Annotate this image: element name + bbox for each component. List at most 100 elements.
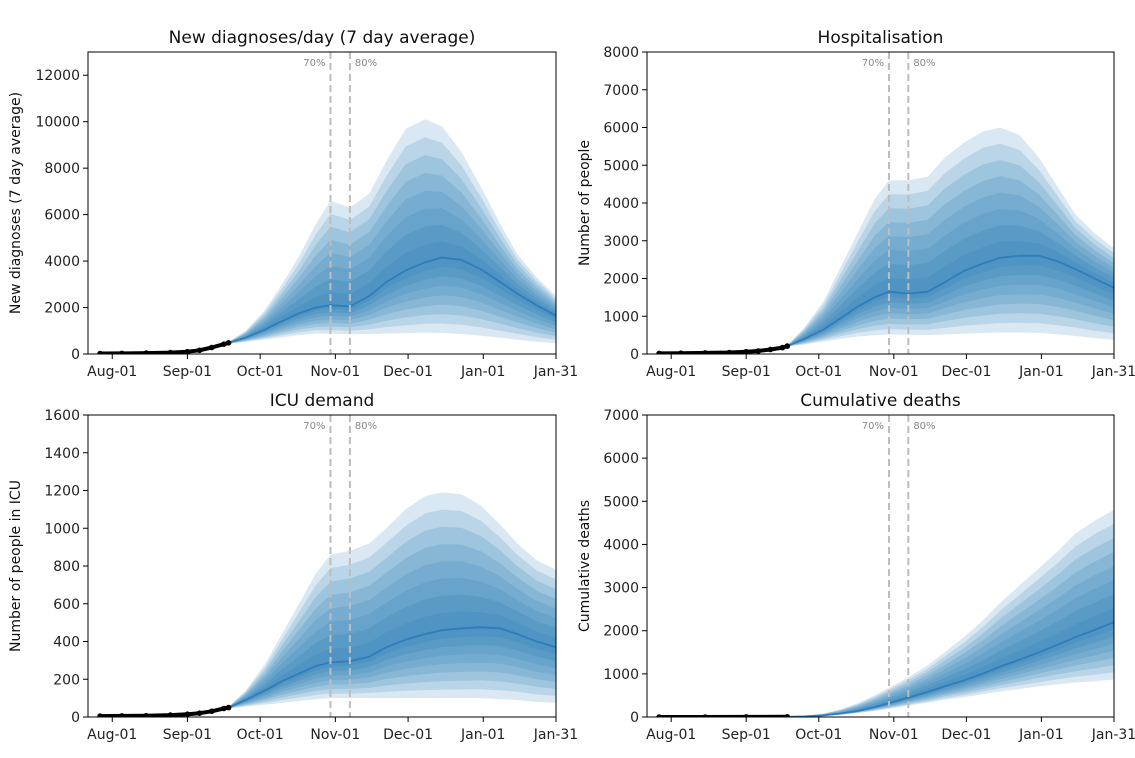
observed-point <box>784 714 791 717</box>
y-tick-label: 2000 <box>603 272 639 288</box>
observed-point <box>97 350 103 354</box>
x-tick-label: Sep-01 <box>163 364 212 380</box>
y-tick-label: 6000 <box>603 121 639 137</box>
x-tick-label: Oct-01 <box>795 727 842 743</box>
observed-point <box>208 708 215 715</box>
x-tick-label: Sep-01 <box>163 727 212 743</box>
y-tick-label: 0 <box>630 347 639 363</box>
x-tick-label: Jan-31 <box>1091 364 1135 380</box>
threshold-label: 80% <box>355 421 377 432</box>
y-tick-label: 2000 <box>44 301 80 317</box>
y-tick-label: 1000 <box>44 521 80 537</box>
threshold-label: 70% <box>303 421 325 432</box>
y-tick-label: 7000 <box>603 408 639 424</box>
x-tick-label: Sep-01 <box>722 364 771 380</box>
plot-area <box>656 509 1114 717</box>
uncertainty-band <box>787 127 1114 347</box>
plot-area <box>97 492 556 717</box>
y-tick-label: 200 <box>53 672 80 688</box>
y-axis-label: Number of people <box>577 140 593 266</box>
y-axis-label: Number of people in ICU <box>8 480 24 652</box>
x-tick-label: Aug-01 <box>87 727 137 743</box>
uncertainty-band <box>228 137 556 344</box>
observed-point <box>208 344 215 351</box>
x-tick-label: Aug-01 <box>646 364 696 380</box>
y-tick-label: 12000 <box>35 68 80 84</box>
y-tick-label: 5000 <box>603 494 639 510</box>
observed-point <box>779 344 786 351</box>
uncertainty-band <box>228 594 556 708</box>
x-tick-label: Dec-01 <box>941 364 991 380</box>
y-tick-label: 2000 <box>603 624 639 640</box>
observed-point <box>143 712 149 717</box>
observed-point <box>225 704 232 711</box>
y-tick-label: 0 <box>71 347 80 363</box>
x-tick-label: Jan-31 <box>533 364 578 380</box>
observed-point <box>726 349 733 354</box>
y-axis-label: Cumulative deaths <box>577 500 593 632</box>
x-tick-label: Dec-01 <box>383 364 433 380</box>
y-tick-label: 8000 <box>603 45 639 61</box>
axes-frame <box>87 51 557 355</box>
observed-point <box>184 711 191 717</box>
observed-point <box>767 346 774 353</box>
observed-point <box>97 713 103 717</box>
chart-title: Cumulative deaths <box>800 391 961 411</box>
x-tick-label: Aug-01 <box>646 727 696 743</box>
median-line <box>228 626 556 709</box>
uncertainty-band <box>228 172 556 344</box>
x-tick-label: Jan-01 <box>460 727 505 743</box>
plot-area <box>97 119 556 354</box>
y-tick-label: 3000 <box>603 581 639 597</box>
y-tick-label: 0 <box>71 710 80 726</box>
plot-area <box>656 127 1114 354</box>
y-tick-label: 800 <box>53 559 80 575</box>
x-tick-label: Sep-01 <box>722 727 771 743</box>
panel-2: 70% 80% 0 1000 2000 3000 4000 5000 6000 7000 8000 A… <box>577 28 1135 380</box>
x-tick-label: Nov-01 <box>310 364 360 380</box>
median-line <box>228 256 556 344</box>
y-tick-label: 1600 <box>44 408 80 424</box>
y-tick-label: 4000 <box>603 196 639 212</box>
x-tick-label: Jan-31 <box>1091 727 1135 743</box>
uncertainty-band <box>228 561 556 708</box>
y-tick-label: 7000 <box>603 83 639 99</box>
uncertainty-band <box>228 526 556 709</box>
observed-point <box>656 714 662 717</box>
x-tick-label: Dec-01 <box>941 727 991 743</box>
observed-point <box>119 713 125 717</box>
uncertainty-band <box>228 155 556 344</box>
y-tick-label: 6000 <box>44 208 80 224</box>
observed-point <box>678 350 684 354</box>
chart-title: Hospitalisation <box>818 28 944 48</box>
observed-point <box>167 712 174 717</box>
uncertainty-band <box>787 566 1114 717</box>
y-tick-label: 1400 <box>44 446 80 462</box>
x-tick-label: Jan-31 <box>533 727 578 743</box>
x-tick-label: Nov-01 <box>869 727 919 743</box>
y-tick-label: 5000 <box>603 158 639 174</box>
uncertainty-band <box>787 523 1114 717</box>
y-tick-label: 10000 <box>35 115 80 131</box>
observed-point <box>656 350 662 354</box>
observed-point <box>221 705 227 712</box>
panel-1: 70% 80% 0 2000 4000 6000 8000 10000 12000 Aug-01 S… <box>8 28 578 380</box>
observed-point <box>196 710 203 716</box>
y-tick-label: 1000 <box>603 309 639 325</box>
median-line <box>786 254 1114 347</box>
observed-point <box>743 348 749 354</box>
x-tick-label: Oct-01 <box>795 364 842 380</box>
y-tick-label: 1200 <box>44 484 80 500</box>
y-axis-label: New diagnoses (7 day average) <box>8 92 24 314</box>
x-tick-label: Jan-01 <box>1018 364 1063 380</box>
threshold-label: 70% <box>862 421 884 432</box>
y-tick-label: 4000 <box>44 254 80 270</box>
observed-point <box>225 340 232 346</box>
x-tick-label: Aug-01 <box>87 364 137 380</box>
threshold-label: 80% <box>913 58 935 69</box>
median-line <box>787 621 1114 717</box>
y-tick-label: 400 <box>53 635 80 651</box>
observed-point <box>119 350 125 354</box>
y-tick-label: 0 <box>630 710 639 726</box>
